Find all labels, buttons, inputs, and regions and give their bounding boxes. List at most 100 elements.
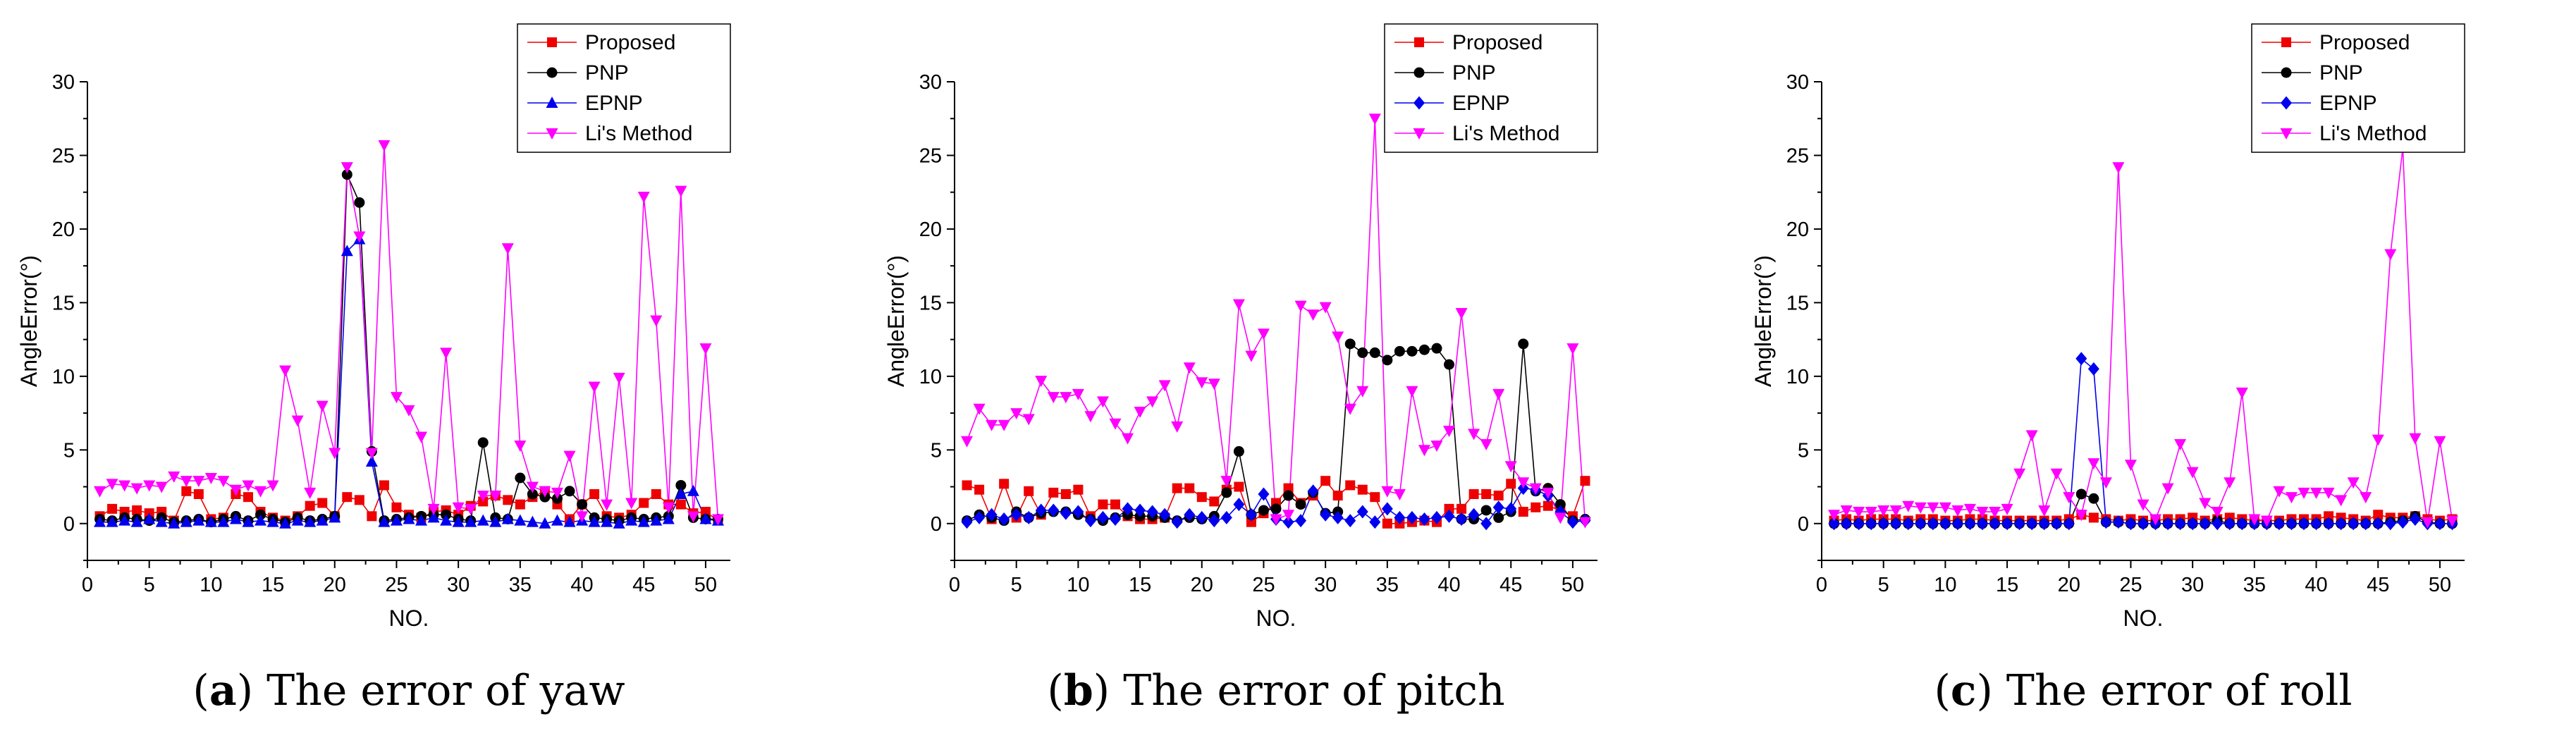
data-point-epnp — [974, 510, 986, 524]
legend-marker-li — [1413, 128, 1425, 140]
data-point-proposed — [1172, 483, 1182, 493]
data-point-li — [1828, 510, 1841, 522]
data-point-epnp — [1344, 514, 1356, 528]
legend-label-li: Li's Method — [1452, 122, 1559, 145]
data-point-proposed — [1060, 488, 1071, 499]
data-point-li — [2310, 487, 2323, 499]
data-point-li — [1455, 308, 1468, 320]
data-point-li — [204, 473, 217, 485]
data-point-li — [118, 480, 131, 492]
data-point-proposed — [651, 488, 661, 499]
data-point-li — [94, 486, 106, 498]
data-point-pnp — [1480, 505, 1492, 516]
data-point-li — [1406, 386, 1418, 398]
y-axis-title: AngleError(°) — [16, 255, 42, 387]
data-point-li — [2322, 487, 2335, 499]
data-point-li — [1529, 483, 1542, 495]
x-tick-label: 0 — [82, 574, 93, 596]
x-tick-label: 40 — [570, 574, 593, 596]
data-point-proposed — [193, 488, 204, 499]
data-point-li — [2446, 515, 2458, 527]
y-tick-label: 0 — [63, 513, 75, 536]
data-point-epnp — [1171, 515, 1183, 529]
data-point-li — [477, 491, 489, 503]
data-point-li — [1368, 113, 1381, 125]
data-point-epnp — [1877, 517, 1889, 531]
data-point-li — [1270, 514, 1282, 526]
data-point-li — [1096, 396, 1109, 408]
data-point-epnp — [242, 515, 254, 527]
data-point-epnp — [1196, 510, 1208, 524]
data-point-li — [2124, 460, 2137, 472]
legend-label-pnp: PNP — [1452, 61, 1496, 85]
data-point-proposed — [1320, 476, 1331, 486]
data-point-epnp — [427, 511, 440, 523]
data-point-epnp — [415, 514, 428, 526]
data-point-epnp — [1320, 508, 1332, 522]
data-point-li — [1554, 512, 1566, 524]
data-point-pnp — [1444, 359, 1455, 370]
data-point-li — [291, 415, 304, 427]
data-point-li — [539, 486, 551, 498]
data-point-epnp — [563, 515, 576, 527]
data-point-epnp — [1356, 505, 1368, 519]
y-tick-label: 15 — [52, 292, 75, 314]
data-point-li — [304, 487, 317, 499]
data-point-li — [465, 503, 477, 515]
series-markers-epnp — [94, 233, 724, 529]
x-tick-label: 25 — [2119, 574, 2142, 596]
data-point-li — [576, 511, 589, 523]
data-point-li — [687, 511, 699, 523]
data-point-li — [1146, 396, 1159, 408]
data-point-li — [2298, 487, 2310, 499]
data-point-epnp — [650, 514, 663, 526]
data-point-pnp — [527, 488, 538, 500]
data-point-epnp — [699, 512, 712, 524]
x-tick-label: 45 — [632, 574, 655, 596]
data-point-pnp — [1270, 503, 1282, 515]
data-point-li — [452, 502, 465, 514]
data-point-epnp — [2162, 517, 2174, 531]
data-point-li — [1010, 408, 1023, 420]
data-point-epnp — [1443, 509, 1455, 523]
data-point-proposed — [675, 499, 686, 510]
data-point-proposed — [974, 484, 985, 495]
legend-marker-li — [2280, 128, 2293, 140]
data-point-epnp — [266, 515, 279, 527]
data-point-epnp — [539, 517, 551, 529]
x-tick-label: 50 — [694, 574, 717, 596]
x-tick-label: 25 — [1252, 574, 1275, 596]
data-point-epnp — [118, 514, 131, 526]
data-point-pnp — [2088, 493, 2099, 504]
data-point-proposed — [1580, 476, 1590, 486]
data-point-epnp — [1282, 515, 1294, 529]
data-point-epnp — [1097, 510, 1109, 524]
data-point-pnp — [1283, 490, 1294, 501]
data-point-epnp — [2112, 515, 2124, 529]
x-tick-label: 5 — [1878, 574, 1889, 596]
data-point-li — [551, 487, 563, 499]
data-point-proposed — [1283, 483, 1294, 493]
legend-label-epnp: EPNP — [585, 92, 643, 115]
data-point-li — [2199, 498, 2212, 510]
data-point-proposed — [639, 498, 649, 508]
legend-marker-li — [546, 128, 558, 140]
data-point-li — [192, 476, 205, 488]
data-point-li — [501, 243, 514, 255]
data-point-proposed — [2088, 512, 2099, 523]
x-tick-label: 0 — [1816, 574, 1827, 596]
data-point-li — [1356, 386, 1369, 398]
series-markers-epnp — [1828, 352, 2458, 531]
data-point-epnp — [2286, 517, 2298, 531]
data-point-epnp — [1220, 510, 1232, 524]
data-point-li — [415, 431, 428, 443]
legend: Proposed PNP EPNP Li's Method — [2251, 23, 2465, 153]
data-point-li — [711, 514, 724, 526]
data-point-epnp — [304, 515, 317, 527]
y-tick-label: 20 — [1786, 219, 1809, 241]
x-tick-label: 35 — [509, 574, 532, 596]
data-point-li — [588, 381, 601, 393]
data-point-li — [1989, 507, 2001, 519]
data-point-li — [1889, 505, 1902, 517]
data-point-epnp — [1902, 517, 1914, 531]
